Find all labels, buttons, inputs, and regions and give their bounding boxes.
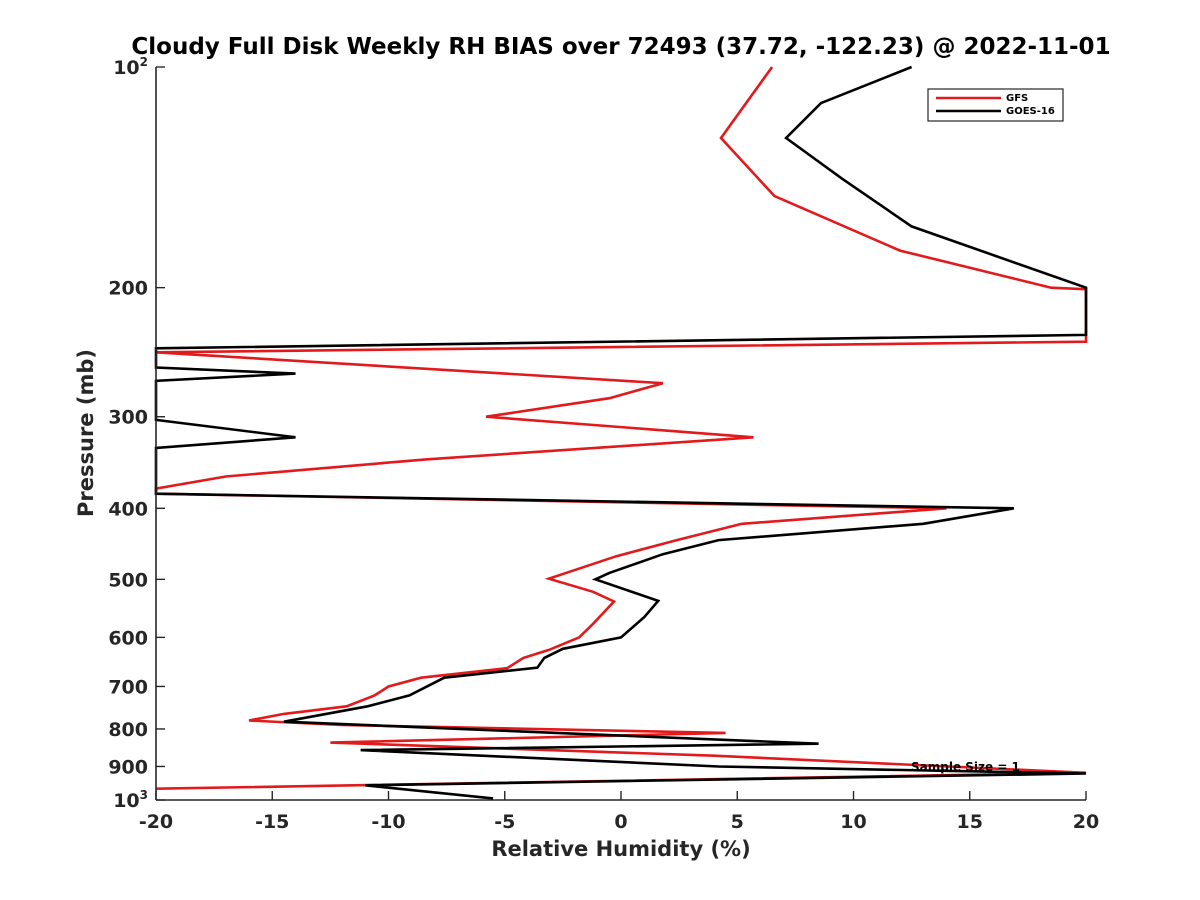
x-tick-label: 20 <box>1073 811 1099 833</box>
series-line-goes16 <box>154 65 1088 800</box>
chart-title: Cloudy Full Disk Weekly RH BIAS over 724… <box>131 34 1110 60</box>
x-tick-label: 15 <box>957 811 983 833</box>
x-axis-label: Relative Humidity (%) <box>491 837 750 861</box>
x-tick-label: -20 <box>139 811 173 833</box>
y-tick-label: 103 <box>113 788 148 812</box>
y-tick-label: 400 <box>108 498 148 520</box>
y-axis-label: Pressure (mb) <box>74 349 98 517</box>
x-ticks: -20 -15 -10 -5 0 5 10 15 20 <box>139 791 1099 833</box>
x-tick-label: 5 <box>731 811 744 833</box>
y-ticks: 102 200 300 400 500 600 700 800 900 103 <box>108 55 165 812</box>
y-tick-label: 500 <box>108 569 148 591</box>
y-tick-label: 700 <box>108 676 148 698</box>
series-layer <box>154 65 1088 800</box>
x-tick-label: -5 <box>494 811 515 833</box>
x-tick-label: -10 <box>371 811 405 833</box>
y-tick-label: 300 <box>108 407 148 429</box>
series-line-gfs <box>154 66 1088 790</box>
y-tick-label: 102 <box>113 55 148 79</box>
legend-box <box>927 88 1064 122</box>
y-tick-label: 800 <box>108 719 148 741</box>
y-tick-label: 200 <box>108 278 148 300</box>
legend-label-goes16: GOES-16 <box>1006 106 1055 117</box>
sample-size-annotation: Sample Size = 1 <box>911 760 1020 774</box>
legend: GFS GOES-16 <box>927 88 1064 122</box>
x-tick-label: 10 <box>840 811 866 833</box>
y-tick-label: 600 <box>108 627 148 649</box>
legend-label-gfs: GFS <box>1006 93 1028 104</box>
x-tick-label: -15 <box>255 811 289 833</box>
y-tick-label: 900 <box>108 756 148 778</box>
x-tick-label: 0 <box>614 811 627 833</box>
